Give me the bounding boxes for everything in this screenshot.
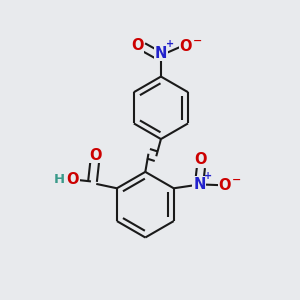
Text: +: + <box>204 171 212 181</box>
Text: O: O <box>131 38 144 53</box>
Text: O: O <box>195 152 207 167</box>
Text: −: − <box>193 36 203 46</box>
Text: O: O <box>180 39 192 54</box>
Text: O: O <box>89 148 101 163</box>
Text: +: + <box>166 39 174 50</box>
Text: N: N <box>155 46 167 61</box>
Text: −: − <box>232 175 241 185</box>
Text: O: O <box>67 172 79 187</box>
Text: N: N <box>193 177 206 192</box>
Text: H: H <box>54 173 65 186</box>
Text: O: O <box>219 178 231 193</box>
